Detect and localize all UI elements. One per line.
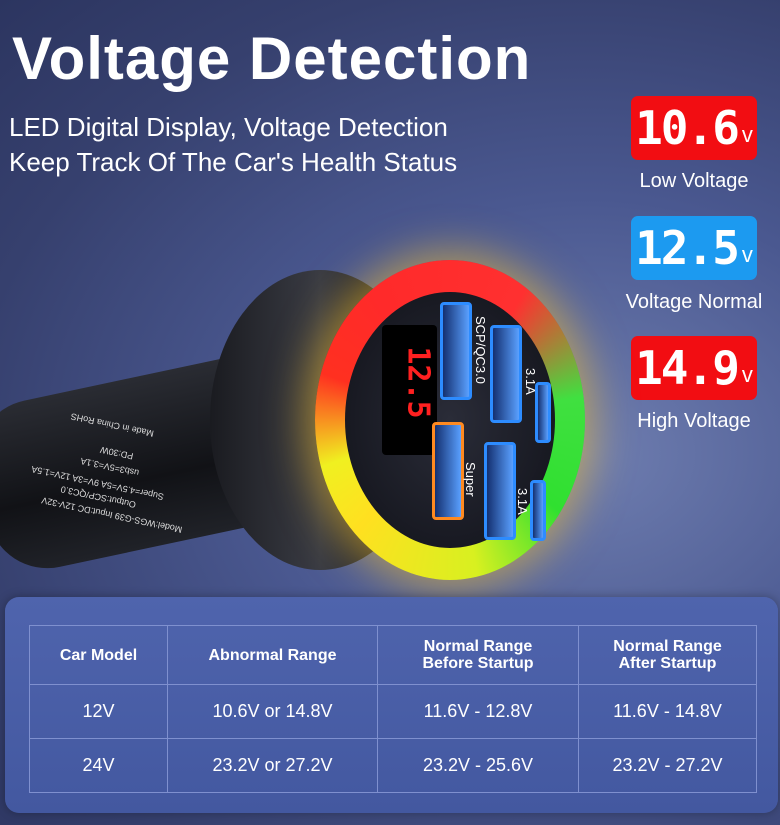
high-voltage-badge: 14.9 v [631, 336, 757, 400]
voltage-value: 10.6 [635, 101, 740, 155]
table-row: 24V 23.2V or 27.2V 23.2V - 25.6V 23.2V -… [29, 738, 757, 793]
indicator-label: Low Voltage [639, 170, 749, 192]
car-charger-image: Model:WGS-G39 Input:DC 12V-32V Output:SC… [0, 230, 600, 610]
usb-port [432, 422, 464, 520]
usb-c-port [530, 480, 546, 541]
voltage-value: 14.9 [635, 341, 740, 395]
column-header: Normal Range Before Startup [377, 625, 579, 685]
column-header: Normal Range After Startup [578, 625, 757, 685]
unit: v [741, 122, 753, 147]
subtitle-line: Keep Track Of The Car's Health Status [9, 147, 458, 177]
column-header: Car Model [29, 625, 168, 685]
voltage-display: 12.5 [382, 325, 437, 455]
usb-port [490, 325, 522, 423]
cell: 11.6V - 12.8V [377, 684, 579, 739]
voltage-range-table: Car Model Abnormal Range Normal Range Be… [29, 625, 757, 793]
port-label: 3.1A [523, 368, 538, 395]
cell: 23.2V - 27.2V [578, 738, 757, 793]
indicator-label: Voltage Normal [625, 291, 763, 313]
port-label: 3.1A [515, 488, 530, 515]
unit: v [741, 242, 753, 267]
indicator-label: High Voltage [637, 410, 751, 432]
usb-c-port [535, 382, 551, 443]
low-voltage-badge: 10.6 v [631, 96, 757, 160]
cell: 10.6V or 14.8V [167, 684, 378, 739]
cell: 11.6V - 14.8V [578, 684, 757, 739]
usb-port [440, 302, 472, 400]
port-label: SCP/QC3.0 [473, 316, 488, 384]
voltage-value: 12.5 [635, 221, 740, 275]
port-label: Super [463, 462, 478, 497]
column-header: Abnormal Range [167, 625, 378, 685]
normal-voltage-badge: 12.5 v [631, 216, 757, 280]
subtitle-line: LED Digital Display, Voltage Detection [9, 112, 448, 142]
cell: 23.2V or 27.2V [167, 738, 378, 793]
page-title: Voltage Detection [12, 25, 532, 92]
cell: 24V [29, 738, 168, 793]
table-row: 12V 10.6V or 14.8V 11.6V - 12.8V 11.6V -… [29, 684, 757, 739]
cell: 12V [29, 684, 168, 739]
cell: 23.2V - 25.6V [377, 738, 579, 793]
unit: v [741, 362, 753, 387]
usb-port [484, 442, 516, 540]
table-header-row: Car Model Abnormal Range Normal Range Be… [29, 625, 757, 685]
